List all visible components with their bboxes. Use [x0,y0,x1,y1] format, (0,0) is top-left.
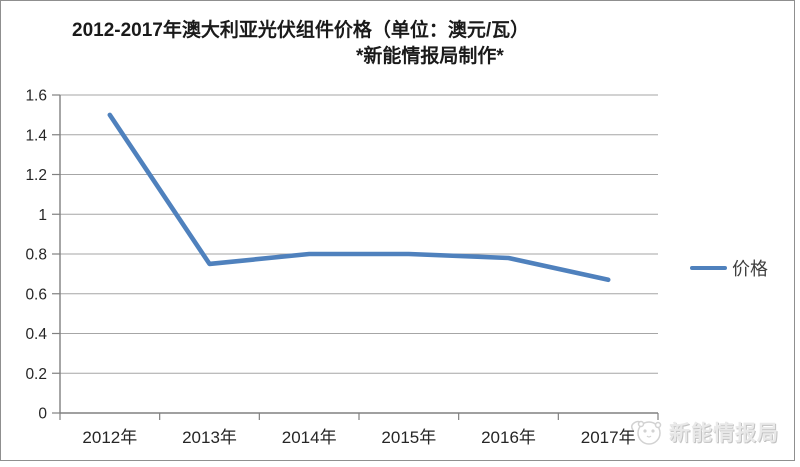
y-axis-label: 1.2 [25,167,47,184]
legend-label: 价格 [732,259,768,279]
x-axis-label: 2013年 [182,428,237,447]
price-line-series [107,112,611,283]
y-axis-label: 0.4 [25,326,47,343]
y-axis-label: 0.2 [25,366,47,383]
y-axis-label: 0.6 [25,286,47,303]
x-axis-label: 2017年 [581,428,636,447]
x-axis-label: 2012年 [82,428,137,447]
y-axis-label: 1 [38,207,47,224]
x-axis-label: 2016年 [481,428,536,447]
chart-subtitle: *新能情报局制作* [356,46,504,67]
watermark: 新能情报局 [629,416,779,448]
chart-title: 2012-2017年澳大利亚光伏组件价格（单位：澳元/瓦） [72,20,530,41]
x-axis-label: 2014年 [282,428,337,447]
watermark-label: 新能情报局 [669,422,779,445]
x-axis-label: 2015年 [381,428,436,447]
legend: 价格 [690,255,768,281]
y-axis-label: 1.6 [25,88,47,105]
y-axis-label: 0 [38,406,47,423]
y-axis-label: 1.4 [25,127,47,144]
legend-line-swatch [690,265,727,271]
y-axis-label: 0.8 [25,247,47,264]
panda-logo-icon [630,420,662,445]
